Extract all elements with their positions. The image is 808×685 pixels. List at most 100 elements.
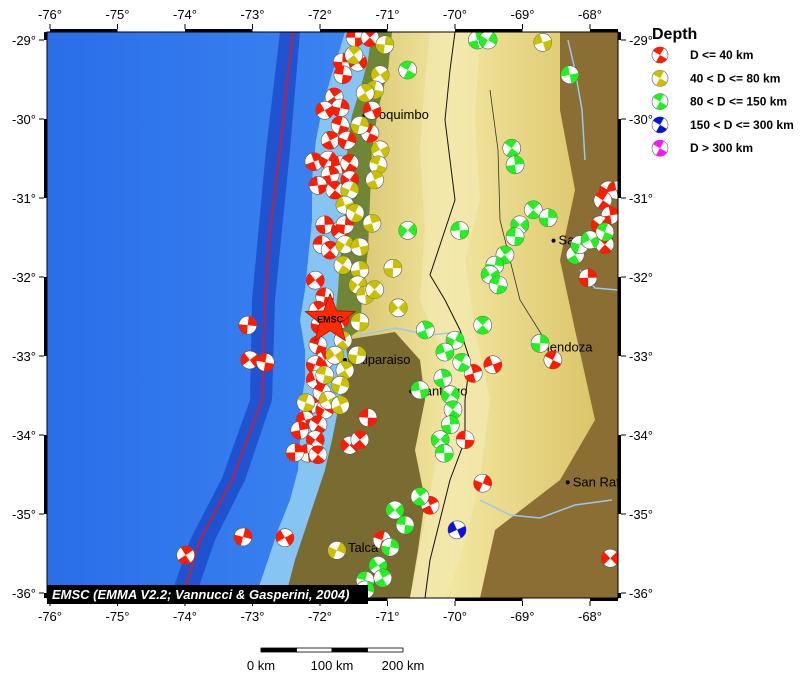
focal-mechanism-beachball — [607, 180, 618, 200]
focal-mechanism-beachball — [452, 353, 472, 372]
lat-tick-label-left: -32° — [12, 270, 36, 285]
legend-item: 80 < D <= 150 km — [651, 93, 787, 110]
focal-mechanism-beachball — [350, 312, 370, 332]
legend-label: 40 < D <= 80 km — [690, 71, 780, 85]
focal-mechanism-beachball — [340, 153, 360, 173]
chile-argentina-border — [424, 32, 471, 598]
focal-mechanism-beachball — [415, 320, 435, 340]
focal-mechanism-beachball — [440, 415, 460, 435]
legend-label: 150 < D <= 300 km — [690, 118, 794, 132]
focal-mechanism-beachball — [335, 235, 355, 254]
lat-tick-label-right: -35° — [629, 507, 653, 522]
lat-tick-label-right: -29° — [629, 33, 653, 48]
focal-mechanism-beachball — [275, 528, 295, 548]
river — [359, 327, 461, 336]
focal-mechanism-beachball — [502, 138, 522, 158]
city-label: Coquimbo — [370, 107, 429, 122]
legend-item: 150 < D <= 300 km — [651, 116, 794, 134]
focal-mechanism-beachball — [538, 208, 558, 228]
focal-mechanism-beachball — [290, 420, 310, 440]
lon-tick-label-bottom: -71° — [376, 609, 400, 624]
city-dot — [342, 357, 347, 362]
focal-mechanism-beachball — [505, 155, 525, 175]
focal-mechanism-beachball — [176, 545, 195, 565]
lat-tick-label-left: -33° — [12, 349, 36, 364]
city-label: Mendoza — [539, 339, 593, 354]
river — [567, 39, 586, 161]
legend-beachball-icon — [651, 46, 669, 64]
focal-mechanism-beachball — [478, 32, 498, 50]
focal-mechanism-beachball — [395, 515, 415, 535]
focal-mechanism-beachball — [358, 408, 378, 427]
focal-mechanism-beachball — [523, 200, 543, 220]
lat-tick-label-left: -29° — [12, 33, 36, 48]
lon-tick-label-top: -69° — [511, 7, 535, 22]
lon-tick-label-bottom: -76° — [38, 609, 62, 624]
city-dot — [551, 238, 556, 243]
epicenter-star-icon — [304, 292, 356, 342]
lon-tick-label-top: -70° — [443, 7, 467, 22]
map-area: CoquimboValparaisoSantiagoTalcaSan JuanM… — [47, 32, 637, 598]
lon-tick-label-bottom: -75° — [106, 609, 130, 624]
focal-mechanism-beachball — [560, 65, 580, 85]
city-label: Talca — [348, 540, 379, 555]
province-border — [489, 89, 546, 341]
lat-tick-label-right: -31° — [629, 191, 653, 206]
focal-mechanism-beachball — [463, 364, 483, 383]
lon-tick-label-bottom: -74° — [173, 609, 197, 624]
focal-mechanism-beachball — [362, 213, 382, 233]
attribution-text: EMSC (EMMA V2.2; Vannucci & Gasperini, 2… — [52, 587, 349, 602]
focal-mechanism-beachball — [350, 116, 370, 135]
lon-tick-label-bottom: -69° — [511, 609, 535, 624]
legend-beachball-icon — [651, 93, 669, 110]
focal-mechanism-beachball — [330, 395, 350, 415]
lat-tick-label-right: -30° — [629, 112, 653, 127]
focal-mechanism-beachball — [483, 355, 503, 374]
focal-mechanism-beachball — [398, 221, 418, 240]
focal-mechanism-beachball — [543, 350, 563, 370]
focal-mechanism-beachball — [315, 101, 335, 120]
lon-tick-label-top: -74° — [173, 7, 197, 22]
lat-tick-label-left: -30° — [12, 112, 36, 127]
lon-tick-label-top: -76° — [38, 7, 62, 22]
lon-tick-label-bottom: -68° — [578, 609, 602, 624]
focal-mechanism-beachball — [578, 268, 598, 288]
trench-deep — [170, 32, 300, 598]
focal-mechanism-beachball — [530, 334, 550, 353]
central-valley — [285, 332, 425, 598]
scale-label-200: 200 km — [382, 658, 425, 673]
focal-mechanism-beachball — [383, 259, 403, 278]
focal-mechanism-beachball — [600, 548, 618, 568]
focal-mechanism-beachball — [345, 203, 365, 223]
legend-item: D > 300 km — [651, 139, 753, 157]
focal-mechanism-beachball — [488, 275, 508, 295]
focal-mechanism-beachball — [233, 527, 253, 547]
focal-mechanism-beachball — [435, 342, 455, 362]
focal-mechanism-beachball — [315, 365, 335, 385]
focal-mechanism-beachball — [344, 45, 364, 65]
focal-mechanism-beachball — [388, 298, 408, 318]
focal-mechanism-beachball — [330, 116, 350, 135]
focal-mechanism-beachball — [335, 360, 355, 380]
legend-beachball-icon — [651, 70, 669, 87]
focal-mechanism-beachball — [256, 353, 275, 372]
river — [479, 499, 613, 519]
legend-label: D <= 40 km — [690, 48, 753, 62]
argentine-lowland — [480, 32, 618, 598]
focal-mechanism-beachball — [410, 487, 430, 506]
trench-line — [181, 32, 294, 598]
andes-highland — [410, 32, 490, 598]
focal-mechanism-beachball — [333, 255, 353, 275]
focal-mechanism-beachball — [347, 345, 367, 365]
legend-beachball-icon — [651, 116, 669, 134]
lat-tick-label-left: -34° — [12, 428, 36, 443]
city-label: San Rafael — [573, 474, 637, 489]
focal-mechanism-beachball — [305, 270, 325, 290]
focal-mechanism-beachball — [333, 65, 353, 85]
focal-mechanism-beachball — [385, 500, 405, 520]
lat-tick-label-left: -36° — [12, 586, 36, 601]
focal-mechanism-beachball — [580, 230, 600, 250]
lat-tick-label-right: -34° — [629, 428, 653, 443]
lon-tick-label-bottom: -73° — [241, 609, 265, 624]
focal-mechanism-beachball — [296, 393, 316, 412]
